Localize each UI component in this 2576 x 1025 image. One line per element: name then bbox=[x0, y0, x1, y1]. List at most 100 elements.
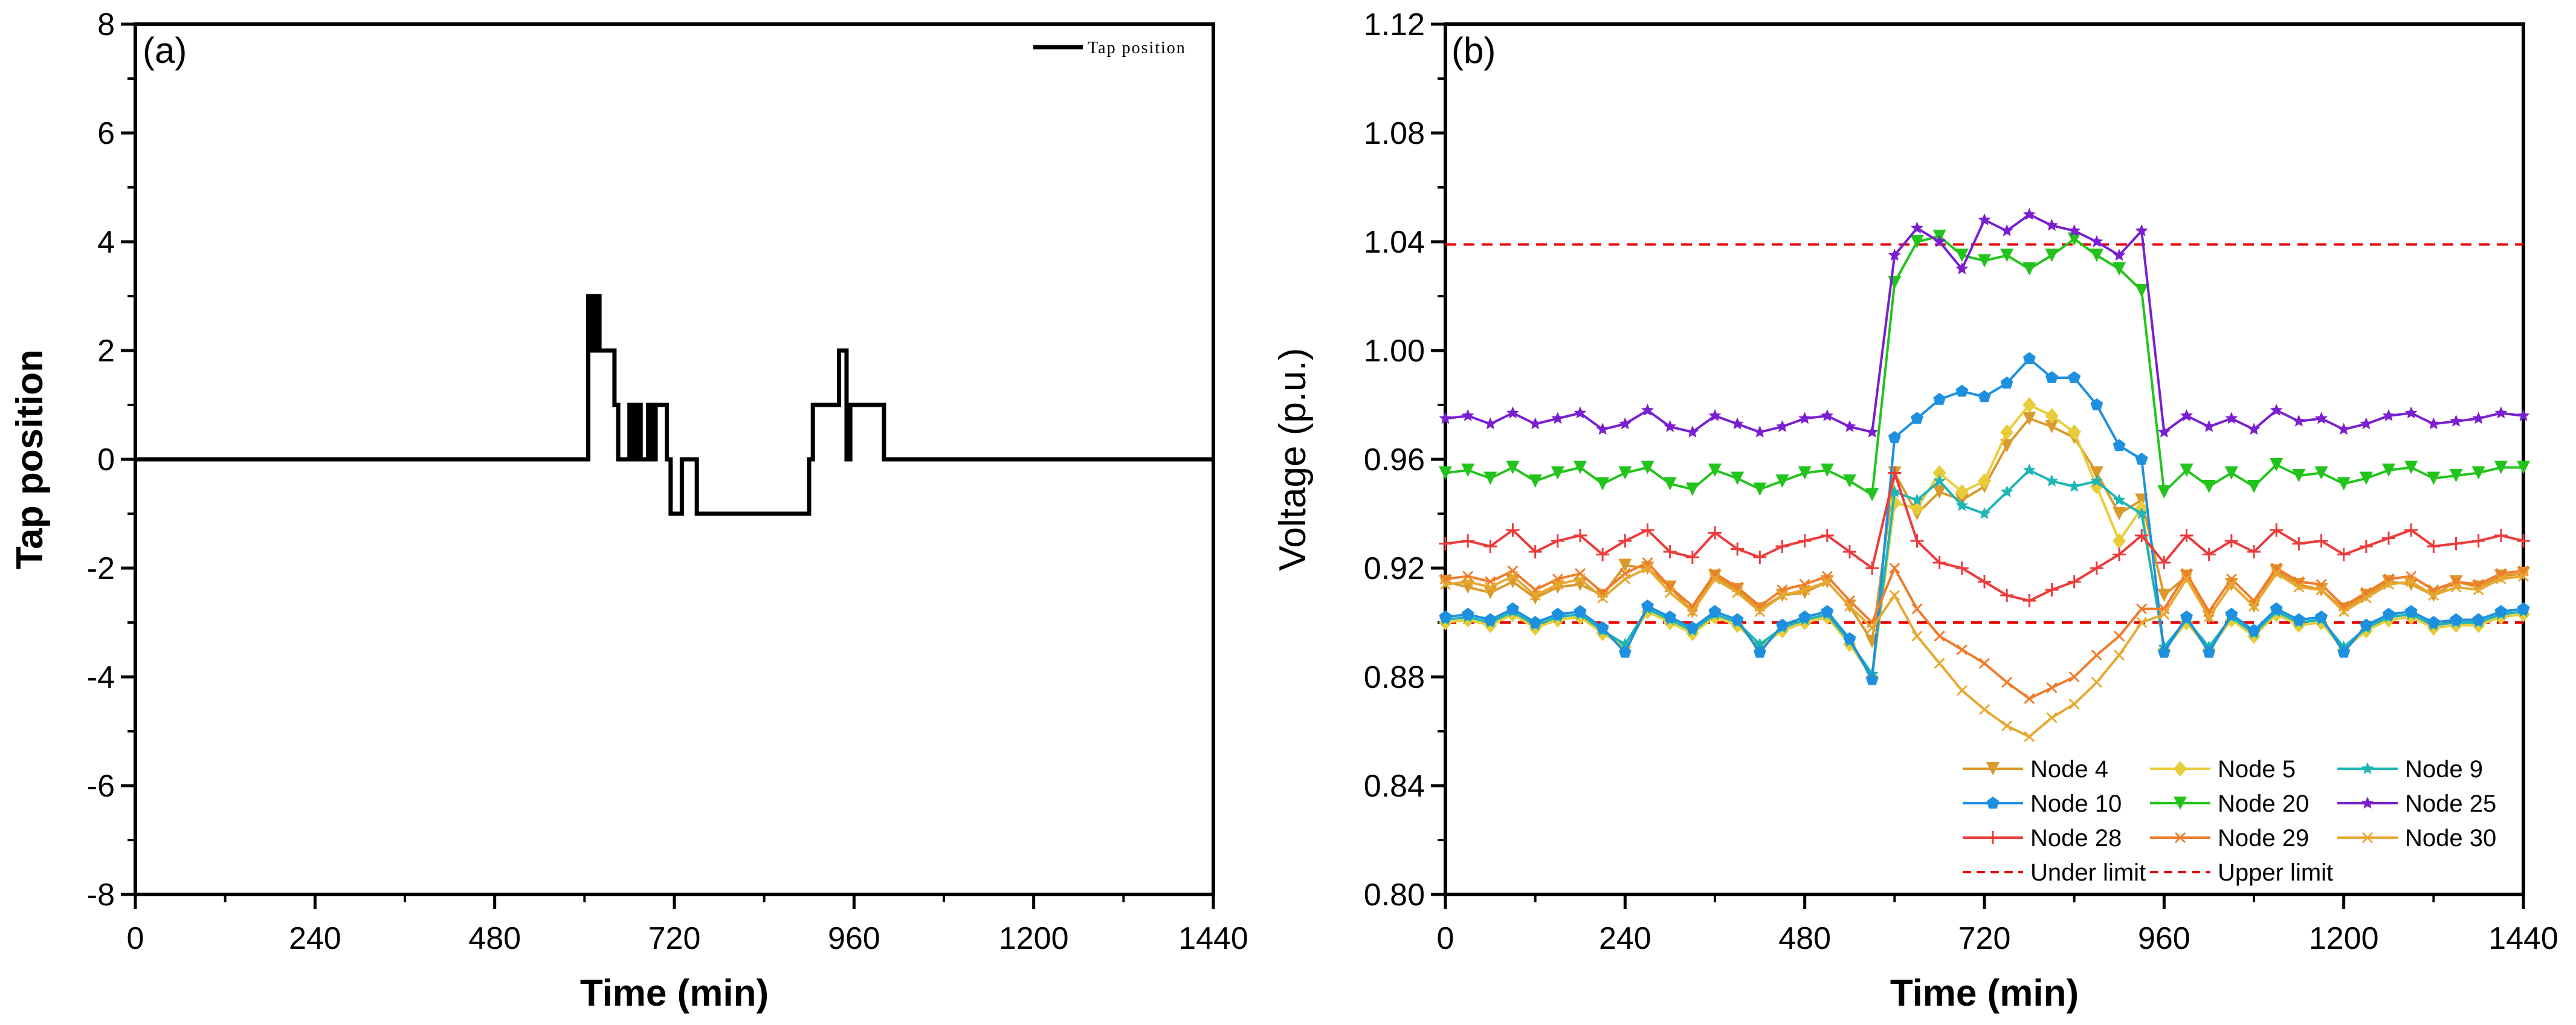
panel-b-point-node-28 bbox=[2000, 589, 2014, 602]
panel-b-point-node-28 bbox=[2337, 548, 2351, 561]
panel-b-legend-label-node-29: Node 29 bbox=[2218, 825, 2309, 852]
panel-b-point-node-30 bbox=[2248, 600, 2260, 612]
panel-b-point-node-28 bbox=[2224, 534, 2238, 548]
panel-b-point-node-20 bbox=[2449, 469, 2463, 482]
panel-b-legend-label-node-5: Node 5 bbox=[2218, 756, 2296, 783]
panel-b-legend-marker-node-10 bbox=[1986, 797, 2000, 809]
panel-b-point-node-30 bbox=[1462, 576, 1474, 587]
panel-b-point-node-10 bbox=[1686, 621, 1699, 633]
panel-a-y-tick-label: -6 bbox=[87, 769, 115, 804]
panel-b-point-node-20 bbox=[1731, 471, 1745, 485]
panel-b-x-ticks: 0 240 480 720 960 1200 1440 bbox=[1437, 894, 2558, 956]
panel-b-point-node-10 bbox=[2180, 610, 2193, 622]
panel-b-point-node-20 bbox=[2202, 480, 2216, 493]
panel-b-point-node-20 bbox=[1708, 464, 1722, 477]
panel-b-point-node-20 bbox=[1506, 461, 1520, 474]
panel-b-point-node-28 bbox=[2382, 531, 2395, 545]
panel-b-point-node-10 bbox=[2494, 605, 2508, 617]
panel-b-point-node-30 bbox=[2024, 731, 2035, 743]
panel-b-point-node-20 bbox=[2180, 464, 2193, 477]
panel-a-y-axis-title: Tap position bbox=[9, 349, 51, 569]
panel-b-point-node-20 bbox=[1528, 474, 1542, 488]
panel-b-point-node-10 bbox=[2068, 371, 2081, 383]
panel-b-point-node-28 bbox=[2022, 594, 2036, 607]
panel-b-point-node-20 bbox=[1843, 474, 1856, 488]
panel-b-series-node-20 bbox=[1439, 230, 2530, 502]
panel-b-point-node-10 bbox=[2113, 439, 2126, 451]
panel-b-point-node-28 bbox=[1843, 545, 1856, 558]
panel-b-point-node-28 bbox=[2270, 523, 2284, 537]
panel-b-point-node-25 bbox=[1618, 417, 1632, 430]
panel-b-point-node-30 bbox=[1709, 573, 1721, 585]
panel-b-point-node-30 bbox=[1956, 685, 1968, 696]
panel-b-point-node-28 bbox=[1596, 548, 1610, 561]
panel-b-point-node-20 bbox=[1663, 477, 1677, 491]
panel-b-point-node-28 bbox=[1685, 551, 1699, 564]
panel-b-point-node-4 bbox=[2270, 564, 2284, 578]
panel-b-point-node-28 bbox=[1574, 529, 1587, 542]
panel-b-legend-label-node-20: Node 20 bbox=[2218, 791, 2309, 817]
panel-b-point-node-10 bbox=[2157, 645, 2171, 658]
panel-b-point-node-30 bbox=[1574, 573, 1586, 585]
panel-b-point-node-25 bbox=[1731, 417, 1744, 430]
panel-b-series bbox=[1439, 208, 2530, 743]
panel-b-point-node-25 bbox=[1821, 409, 1834, 421]
panel-b-point-node-20 bbox=[1596, 477, 1610, 491]
panel-a-y-tick-label: -4 bbox=[87, 660, 115, 695]
panel-b-point-node-30 bbox=[1642, 562, 1653, 574]
panel-b-y-tick-label: 1.04 bbox=[1364, 225, 1425, 260]
panel-b-point-node-20 bbox=[1551, 466, 1564, 480]
panel-b-point-node-20 bbox=[1798, 466, 1812, 480]
panel-b-point-node-30 bbox=[2113, 649, 2125, 661]
panel-b-point-node-30 bbox=[2316, 584, 2327, 596]
panel-b-point-node-20 bbox=[2494, 461, 2508, 474]
panel-b-point-node-30 bbox=[2158, 609, 2170, 620]
panel-b-point-node-25 bbox=[2135, 224, 2148, 236]
panel-b-voltage-chart: 0 240 480 720 960 1200 1440 0.800.840.880.920.… bbox=[1272, 7, 2558, 1014]
panel-b-point-node-25 bbox=[2360, 417, 2373, 430]
panel-b-point-node-25 bbox=[1843, 420, 1856, 432]
panel-b-point-node-25 bbox=[2000, 224, 2013, 236]
panel-b-point-node-10 bbox=[2382, 607, 2395, 620]
panel-b-point-node-30 bbox=[2046, 712, 2058, 723]
panel-b-point-node-20 bbox=[2270, 458, 2284, 471]
panel-b-point-node-10 bbox=[2427, 616, 2440, 628]
panel-b-point-node-25 bbox=[1641, 404, 1654, 416]
panel-b-point-node-20 bbox=[2292, 469, 2306, 482]
panel-b-legend-marker-node-29 bbox=[2174, 832, 2186, 844]
panel-b-legend-marker-node-25 bbox=[2361, 797, 2374, 809]
panel-b-x-tick-label: 1200 bbox=[2309, 921, 2379, 956]
panel-a-x-tick-label: 480 bbox=[468, 921, 521, 956]
panel-b-point-node-10 bbox=[1888, 431, 1901, 443]
panel-b-point-node-10 bbox=[2292, 613, 2305, 626]
panel-b-series-node-28 bbox=[1439, 466, 2530, 607]
panel-b-point-node-30 bbox=[2495, 573, 2507, 585]
panel-b-legend-marker-node-4 bbox=[1986, 762, 2000, 775]
panel-b-y-tick-label: 0.96 bbox=[1364, 442, 1425, 477]
panel-b-point-node-4 bbox=[1753, 602, 1767, 616]
panel-b-point-node-30 bbox=[1978, 703, 1990, 716]
panel-b-point-node-30 bbox=[2181, 573, 2192, 585]
panel-b-point-node-29 bbox=[2113, 630, 2125, 642]
panel-b-point-node-20 bbox=[2090, 248, 2103, 262]
panel-b-point-node-28 bbox=[1798, 534, 1812, 548]
panel-b-point-node-30 bbox=[2271, 567, 2282, 580]
panel-b-point-node-30 bbox=[2473, 584, 2484, 596]
panel-b-plot-frame bbox=[1444, 22, 2525, 896]
panel-b-y-tick-label: 1.12 bbox=[1364, 7, 1425, 42]
panel-b-point-node-28 bbox=[1910, 534, 1924, 548]
panel-b-point-node-10 bbox=[1461, 607, 1474, 620]
panel-b-legend-label-node-30: Node 30 bbox=[2405, 825, 2496, 852]
panel-b-point-node-4 bbox=[2090, 466, 2103, 480]
panel-b-legend-label-upper-limit: Upper limit bbox=[2218, 859, 2333, 886]
panel-b-series-node-9 bbox=[1439, 464, 2530, 680]
panel-b-point-node-20 bbox=[2045, 248, 2059, 262]
panel-a-series bbox=[135, 294, 1213, 516]
panel-b-y-tick-label: 0.92 bbox=[1364, 551, 1425, 586]
panel-b-point-node-10 bbox=[1551, 607, 1564, 620]
panel-b-point-node-30 bbox=[2226, 578, 2237, 590]
panel-b-point-node-28 bbox=[1708, 526, 1722, 540]
panel-b-y-tick-label: 0.84 bbox=[1364, 769, 1425, 804]
panel-b-point-node-10 bbox=[1933, 393, 1946, 405]
